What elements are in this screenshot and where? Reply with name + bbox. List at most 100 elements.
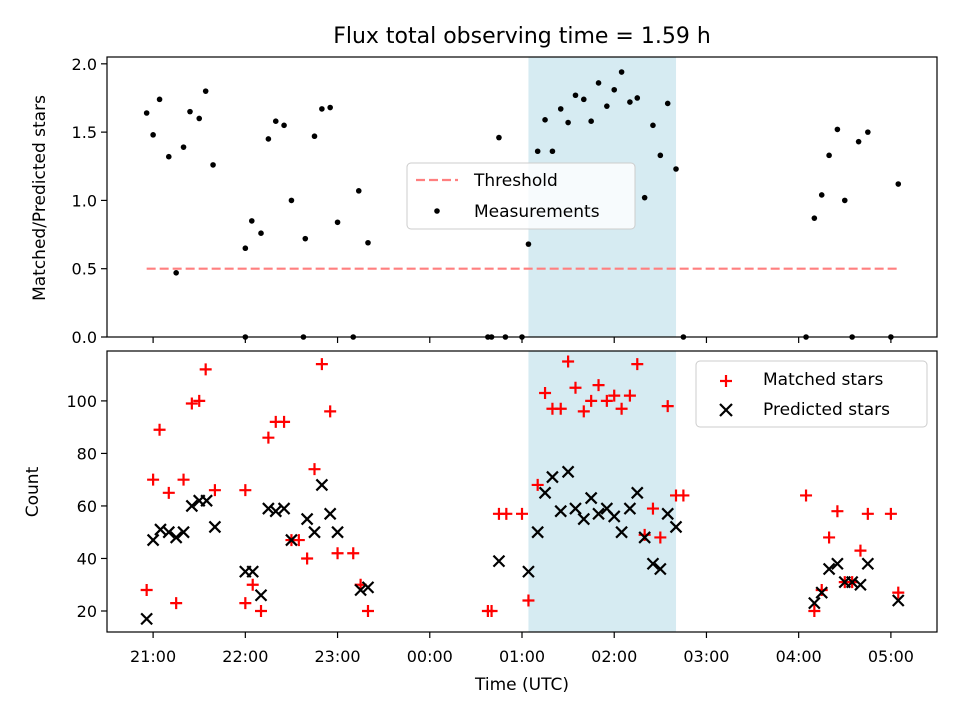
- predicted-point: [669, 520, 683, 534]
- predicted-point: [654, 562, 667, 576]
- matched-point: [301, 552, 314, 565]
- x-tick-label: 01:00: [499, 647, 545, 666]
- x-tick-label: 05:00: [868, 647, 914, 666]
- matched-point: [631, 358, 644, 371]
- measurement-point: [165, 153, 172, 160]
- x-tick-label: 02:00: [591, 647, 637, 666]
- predicted-point: [331, 525, 344, 539]
- predicted-point: [638, 531, 651, 544]
- matched-point: [185, 397, 198, 410]
- legend-measurements-swatch: [434, 208, 440, 214]
- measurement-point: [202, 88, 209, 94]
- predicted-point: [146, 533, 160, 547]
- y-tick-label: 0.5: [72, 260, 97, 279]
- matched-point: [854, 544, 867, 557]
- x-tick-label: 00:00: [407, 647, 453, 666]
- predicted-point: [177, 525, 190, 539]
- measurement-point: [265, 136, 272, 142]
- predicted-point: [623, 502, 637, 515]
- measurement-point: [281, 122, 287, 129]
- y-tick-label: 1.0: [72, 191, 97, 210]
- matched-point: [255, 604, 268, 617]
- matched-point: [585, 394, 598, 407]
- measurement-point: [180, 144, 187, 150]
- measurement-point: [248, 218, 255, 224]
- predicted-point: [323, 507, 337, 521]
- measurement-point: [673, 166, 679, 172]
- predicted-point: [661, 507, 674, 521]
- x-axis-label: Time (UTC): [474, 675, 569, 695]
- matched-point: [292, 534, 305, 547]
- top-legend: Threshold Measurements: [406, 162, 636, 230]
- bottom-highlight-span: [528, 351, 677, 632]
- predicted-point: [531, 525, 544, 539]
- matched-series: [140, 355, 905, 617]
- measurement-point: [618, 69, 625, 75]
- matched-point: [646, 502, 659, 515]
- measurement-point: [187, 108, 193, 115]
- matched-point: [654, 531, 667, 544]
- matched-point: [315, 358, 328, 371]
- matched-point: [808, 604, 821, 617]
- measurement-point: [657, 152, 664, 159]
- predicted-point: [554, 504, 568, 518]
- measurement-point: [811, 215, 818, 221]
- measurement-point: [641, 194, 648, 201]
- measurement-point: [826, 152, 832, 159]
- measurement-point: [355, 188, 362, 194]
- matched-point: [677, 489, 690, 502]
- bottom-panel: 20 40 60 80 100 21:00 22:00 23:00 00:00 01:00 02:…: [23, 350, 938, 695]
- measurement-point: [496, 134, 502, 141]
- matched-point: [239, 597, 252, 610]
- matched-point: [324, 405, 337, 418]
- legend-measurements-label: Measurements: [474, 202, 600, 222]
- measurement-point: [143, 110, 150, 116]
- x-tick-label: 04:00: [776, 647, 822, 666]
- matched-point: [246, 578, 259, 591]
- measurement-point: [319, 106, 325, 112]
- predicted-point: [246, 565, 259, 578]
- measurement-point: [334, 219, 341, 226]
- matched-point: [199, 363, 212, 376]
- matched-point: [608, 389, 621, 402]
- matched-point: [831, 505, 844, 518]
- measurement-point: [327, 104, 333, 111]
- predicted-point: [315, 478, 329, 492]
- matched-point: [262, 431, 275, 444]
- predicted-point: [208, 520, 222, 534]
- predicted-point: [308, 525, 321, 539]
- matched-point: [661, 400, 674, 413]
- y-tick-label: 1.5: [72, 123, 97, 142]
- bottom-legend-box: [695, 360, 928, 428]
- matched-point: [623, 389, 636, 402]
- matched-point: [892, 586, 905, 599]
- predicted-point: [140, 612, 153, 626]
- measurement-point: [865, 129, 871, 135]
- predicted-point: [277, 502, 291, 515]
- measurement-point: [841, 197, 848, 204]
- y-tick-label: 60: [77, 497, 97, 516]
- matched-point: [500, 507, 513, 520]
- matched-point: [815, 583, 828, 596]
- measurement-point: [664, 100, 671, 107]
- matched-point: [522, 594, 535, 607]
- predicted-point: [492, 554, 506, 568]
- measurement-point: [565, 119, 571, 126]
- y-tick-label: 100: [66, 392, 97, 411]
- predicted-point: [861, 557, 875, 570]
- top-frame: [106, 56, 938, 338]
- matched-point: [193, 394, 206, 407]
- legend-predicted-label: Predicted stars: [763, 400, 890, 420]
- measurement-point: [834, 126, 841, 133]
- matched-point: [162, 486, 175, 499]
- predicted-point: [845, 575, 859, 589]
- predicted-point: [615, 525, 628, 539]
- matched-point: [208, 484, 221, 497]
- measurement-point: [525, 241, 532, 247]
- top-x-ticks: [152, 337, 892, 343]
- x-tick-label: 03:00: [683, 647, 729, 666]
- predicted-point: [285, 533, 298, 547]
- measurement-point: [302, 235, 309, 242]
- measurement-point: [580, 96, 587, 103]
